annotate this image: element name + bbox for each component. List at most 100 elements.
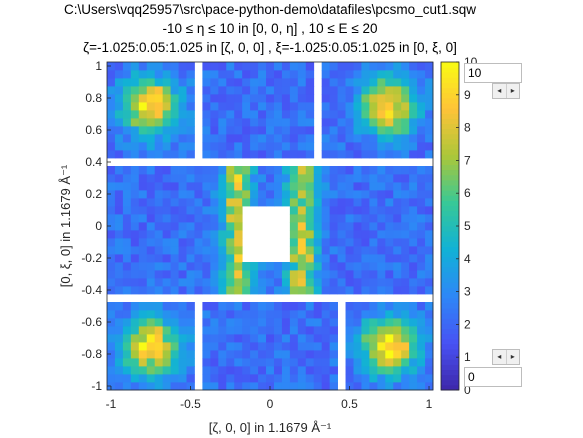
heatmap-cell bbox=[242, 182, 251, 191]
heatmap-cell bbox=[162, 206, 172, 215]
heatmap-cell bbox=[345, 230, 354, 239]
heatmap-cell bbox=[409, 62, 418, 71]
heatmap-cell bbox=[162, 286, 172, 295]
heatmap-cell bbox=[194, 254, 203, 263]
heatmap-cell bbox=[321, 342, 331, 351]
heatmap-cell bbox=[226, 174, 235, 183]
heatmap-cell bbox=[138, 366, 148, 375]
heatmap-cell bbox=[122, 334, 132, 343]
increase-arrow-icon[interactable]: ▸ bbox=[510, 86, 515, 95]
heatmap-cell bbox=[186, 270, 195, 279]
colorbar-segment bbox=[441, 215, 459, 222]
heatmap-cell bbox=[337, 86, 346, 95]
heatmap-cell bbox=[289, 358, 299, 367]
heatmap-cell bbox=[393, 254, 402, 263]
heatmap-cell bbox=[226, 222, 235, 231]
heatmap-cell bbox=[369, 382, 378, 391]
heatmap-cell bbox=[130, 326, 140, 335]
heatmap-cell bbox=[305, 230, 315, 239]
increase-arrow-icon[interactable]: ▸ bbox=[510, 352, 515, 361]
heatmap-cell bbox=[329, 286, 338, 295]
heatmap-cell bbox=[202, 286, 211, 295]
heatmap-cell bbox=[369, 246, 378, 255]
upper-limit-input[interactable]: 10 bbox=[464, 63, 522, 83]
heatmap-cell bbox=[281, 166, 291, 175]
heatmap-cell bbox=[417, 270, 426, 279]
heatmap-cell bbox=[194, 198, 203, 207]
heatmap-cell bbox=[361, 262, 370, 271]
heatmap-cell bbox=[273, 174, 283, 183]
heatmap-cell bbox=[393, 174, 402, 183]
decrease-arrow-icon[interactable]: ◂ bbox=[493, 350, 507, 364]
heatmap-cell bbox=[154, 206, 164, 215]
heatmap-cell bbox=[345, 246, 354, 255]
heatmap-cell bbox=[353, 238, 362, 247]
heatmap-cell bbox=[242, 94, 251, 103]
heatmap-cell bbox=[417, 126, 426, 135]
heatmap-cell bbox=[321, 126, 331, 135]
heatmap-cell bbox=[369, 166, 378, 175]
heatmap-cell bbox=[234, 222, 243, 231]
heatmap-cell bbox=[170, 182, 179, 191]
heatmap-cell bbox=[289, 110, 299, 119]
heatmap-cell bbox=[393, 350, 402, 359]
heatmap-cell bbox=[281, 318, 291, 327]
heatmap-cell bbox=[401, 134, 410, 143]
heatmap-cell bbox=[393, 126, 402, 135]
heatmap-cell bbox=[337, 118, 346, 127]
heatmap-cell bbox=[170, 150, 179, 159]
heatmap-cell bbox=[297, 374, 307, 383]
heatmap-cell bbox=[361, 110, 370, 119]
heatmap-cell bbox=[417, 326, 426, 335]
colorbar-segment bbox=[441, 205, 459, 212]
heatmap-cell bbox=[250, 126, 259, 135]
heatmap-cell bbox=[305, 70, 315, 79]
heatmap-cell bbox=[242, 190, 251, 199]
heatmap-cell bbox=[266, 270, 275, 279]
heatmap-cell bbox=[146, 382, 156, 391]
heatmap-cell bbox=[329, 182, 338, 191]
heatmap-cell bbox=[273, 150, 283, 159]
heatmap-cell bbox=[281, 310, 291, 319]
heatmap-cell bbox=[266, 366, 275, 375]
heatmap-cell bbox=[234, 262, 243, 271]
heatmap-cell bbox=[170, 142, 179, 151]
colorbar-segment bbox=[441, 256, 459, 263]
heatmap-cell bbox=[377, 126, 386, 135]
colorbar-segment bbox=[441, 200, 459, 207]
heatmap-cell bbox=[313, 310, 323, 319]
heatmap-cell bbox=[154, 270, 164, 279]
heatmap-cell bbox=[409, 254, 418, 263]
upper-limit-stepper[interactable]: ◂ ▸ bbox=[492, 83, 520, 99]
heatmap-cell bbox=[321, 262, 331, 271]
heatmap-cell bbox=[234, 246, 243, 255]
heatmap-cell bbox=[361, 206, 370, 215]
heatmap-cell bbox=[138, 302, 148, 311]
heatmap-cell bbox=[401, 182, 410, 191]
heatmap-cell bbox=[146, 254, 156, 263]
heatmap-cell bbox=[321, 254, 331, 263]
heatmap-cell bbox=[170, 206, 179, 215]
heatmap-cell bbox=[258, 350, 267, 359]
heatmap-cell bbox=[234, 358, 243, 367]
heatmap-cell bbox=[162, 62, 172, 71]
decrease-arrow-icon[interactable]: ◂ bbox=[493, 84, 507, 98]
heatmap-cell bbox=[170, 238, 179, 247]
heatmap-cell bbox=[321, 206, 331, 215]
heatmap-cell bbox=[305, 102, 315, 111]
heatmap-cell bbox=[417, 102, 426, 111]
heatmap-cell bbox=[162, 150, 172, 159]
x-tick-label: -0.5 bbox=[180, 397, 201, 411]
heatmap-cell bbox=[321, 366, 331, 375]
heatmap-cell bbox=[146, 222, 156, 231]
heatmap-cell bbox=[377, 326, 386, 335]
heatmap-cell bbox=[202, 374, 211, 383]
heatmap-cell bbox=[210, 86, 219, 95]
heatmap-cell bbox=[258, 374, 267, 383]
heatmap-cell bbox=[170, 358, 179, 367]
heatmap-cell bbox=[337, 126, 346, 135]
lower-limit-stepper[interactable]: ◂ ▸ bbox=[492, 349, 520, 365]
lower-limit-input[interactable]: 0 bbox=[464, 367, 522, 387]
heatmap-cell bbox=[353, 318, 362, 327]
heatmap-cell bbox=[369, 86, 378, 95]
